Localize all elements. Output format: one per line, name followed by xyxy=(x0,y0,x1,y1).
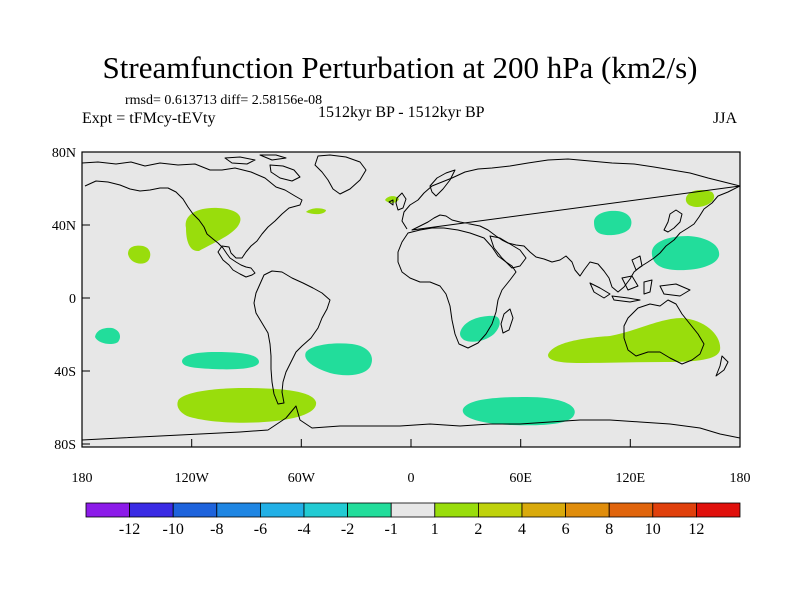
colorbar-label: 2 xyxy=(474,521,482,538)
coast-greenland xyxy=(314,154,367,195)
colorbar-swatch xyxy=(172,502,218,518)
anomaly-central-asia xyxy=(594,210,632,236)
anomaly-w-pacific xyxy=(651,236,720,271)
anomaly-southern-ocean-indian xyxy=(462,397,575,426)
colorbar-swatch xyxy=(129,502,174,518)
anomaly-southern-africa xyxy=(460,315,500,342)
coast-australia xyxy=(623,299,705,365)
colorbar-swatch xyxy=(696,502,741,518)
anomaly-se-pacific xyxy=(182,352,259,370)
lon-label-0: 0 xyxy=(408,471,415,486)
lon-label-120w: 120W xyxy=(175,471,210,486)
period-label: 1512kyr BP - 1512kyr BP xyxy=(318,104,485,121)
coast-eurasia xyxy=(401,158,740,293)
anomaly-layer xyxy=(95,190,721,426)
colorbar-swatch xyxy=(259,502,305,518)
anomaly-n-atlantic xyxy=(306,208,326,215)
colorbar-label: 8 xyxy=(605,521,613,538)
coast-africa xyxy=(397,227,517,349)
colorbar-swatch xyxy=(477,502,523,518)
coast-new-zealand xyxy=(715,355,729,377)
stats-label: rmsd= 0.613713 diff= 2.58156e-08 xyxy=(125,93,323,108)
anomaly-kamchatka xyxy=(685,190,715,207)
coast-scandinavia xyxy=(429,169,456,197)
colorbar-label: -4 xyxy=(297,521,310,538)
anomaly-s-atlantic xyxy=(305,343,372,376)
colorbar-label: -8 xyxy=(210,521,223,538)
colorbar-label: -6 xyxy=(254,521,267,538)
coast-indonesia xyxy=(589,255,691,303)
colorbar-label: 6 xyxy=(562,521,570,538)
colorbar-swatch xyxy=(565,502,610,518)
anomaly-ne-pacific xyxy=(185,207,241,252)
lat-label-40s: 40S xyxy=(54,365,76,380)
coast-madagascar xyxy=(500,308,514,334)
colorbar-swatch xyxy=(347,502,392,518)
anomaly-australia xyxy=(548,318,721,363)
colorbar-label: -12 xyxy=(119,521,140,538)
lat-label-80s: 80S xyxy=(54,438,76,453)
colorbar-swatch xyxy=(521,502,566,518)
lon-axis xyxy=(81,439,741,447)
map-title: Streamfunction Perturbation at 200 hPa (… xyxy=(102,50,698,85)
lon-label-60w: 60W xyxy=(288,471,316,486)
coast-japan xyxy=(663,209,683,233)
colorbar: -12 -10 -8 -6 -4 -2 -1 1 2 4 6 8 10 12 xyxy=(85,502,741,538)
colorbar-label: 10 xyxy=(645,521,661,538)
anomaly-s-pacific xyxy=(95,327,120,345)
colorbar-label: 12 xyxy=(688,521,704,538)
lat-label-0: 0 xyxy=(69,292,76,307)
lon-label-180w: 180 xyxy=(72,471,93,486)
colorbar-label: -1 xyxy=(385,521,398,538)
lon-label-180e: 180 xyxy=(730,471,751,486)
coast-arabia xyxy=(489,235,527,269)
lat-label-80n: 80N xyxy=(52,146,76,161)
colorbar-label: -2 xyxy=(341,521,354,538)
lon-label-60e: 60E xyxy=(509,471,532,486)
coast-arctic-islands xyxy=(224,154,287,165)
colorbar-swatch xyxy=(434,502,479,518)
coast-uk xyxy=(388,192,407,211)
season-label: JJA xyxy=(713,110,738,127)
colorbar-swatch xyxy=(216,502,261,518)
colorbar-swatch xyxy=(652,502,697,518)
experiment-label: Expt = tFMcy-tEVty xyxy=(82,110,216,127)
colorbar-swatch xyxy=(85,502,130,518)
colorbar-swatch xyxy=(390,502,436,518)
coast-antarctica xyxy=(82,405,740,441)
anomaly-southern-ocean-pacific xyxy=(177,388,317,423)
coast-south-america xyxy=(253,270,331,405)
coast-baffin xyxy=(269,164,301,182)
lon-label-120e: 120E xyxy=(616,471,646,486)
colorbar-swatch xyxy=(303,502,348,518)
colorbar-label: 4 xyxy=(518,521,526,538)
colorbar-swatch xyxy=(608,502,654,518)
anomaly-hawaii xyxy=(128,245,151,264)
colorbar-label: -10 xyxy=(163,521,184,538)
anomaly-scotland xyxy=(385,196,399,203)
lat-axis xyxy=(82,151,90,445)
colorbar-label: 1 xyxy=(431,521,439,538)
coast-north-america xyxy=(82,161,303,278)
lat-label-40n: 40N xyxy=(52,219,76,234)
coastlines xyxy=(82,154,740,441)
